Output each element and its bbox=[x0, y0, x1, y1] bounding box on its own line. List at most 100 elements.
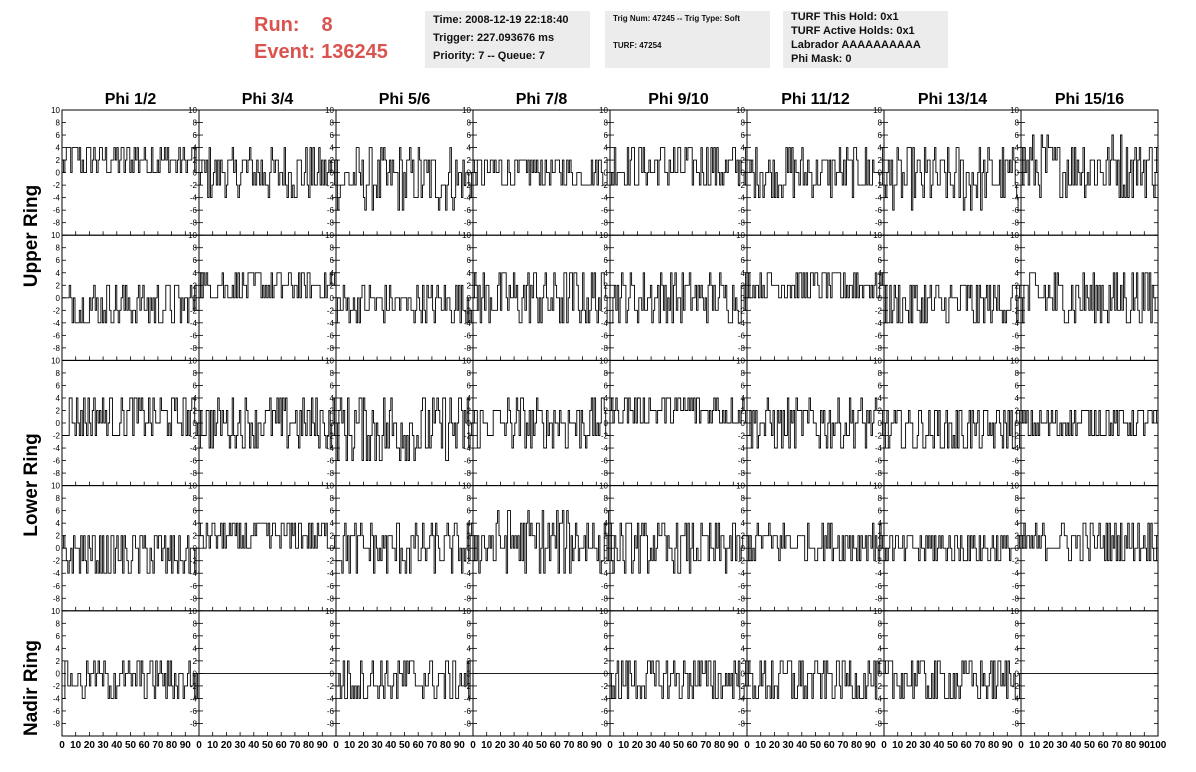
x-tick-label: 30 bbox=[98, 740, 110, 751]
y-tick-label: -6 bbox=[190, 457, 198, 466]
y-tick-label: -2 bbox=[738, 557, 746, 566]
y-tick-label: 4 bbox=[878, 519, 883, 528]
y-tick-label: 8 bbox=[878, 369, 883, 378]
y-tick-label: 10 bbox=[736, 482, 745, 491]
y-tick-label: 10 bbox=[51, 356, 60, 365]
y-tick-label: 0 bbox=[330, 419, 335, 428]
event-value: 136245 bbox=[321, 41, 388, 63]
waveform-trace bbox=[473, 397, 611, 449]
waveform-panel: -8 -6 -4 -2 0 2 4 6 8 10 bbox=[462, 356, 611, 487]
y-tick-label: 4 bbox=[467, 644, 472, 653]
y-tick-label: -4 bbox=[1012, 694, 1020, 703]
y-tick-label: -4 bbox=[327, 569, 335, 578]
waveform-trace bbox=[473, 272, 610, 324]
y-tick-label: -6 bbox=[875, 206, 883, 215]
y-tick-label: 10 bbox=[51, 106, 60, 115]
y-tick-label: -4 bbox=[464, 694, 472, 703]
y-tick-label: 2 bbox=[193, 406, 198, 415]
x-tick-label: 90 bbox=[728, 740, 740, 751]
x-tick-label: 30 bbox=[783, 740, 795, 751]
y-tick-label: -8 bbox=[875, 219, 883, 228]
y-tick-label: -4 bbox=[875, 694, 883, 703]
y-tick-label: -6 bbox=[601, 707, 609, 716]
y-tick-label: -6 bbox=[190, 707, 198, 716]
y-tick-label: 0 bbox=[56, 294, 61, 303]
y-tick-label: 6 bbox=[330, 507, 335, 516]
y-tick-label: -8 bbox=[327, 219, 335, 228]
y-tick-label: 10 bbox=[325, 231, 334, 240]
x-tick-label: 60 bbox=[824, 740, 836, 751]
y-tick-label: 0 bbox=[741, 544, 746, 553]
y-tick-label: 6 bbox=[330, 381, 335, 390]
y-tick-label: -8 bbox=[190, 719, 198, 728]
y-tick-label: -8 bbox=[738, 344, 746, 353]
x-tick-label: 0 bbox=[607, 740, 613, 751]
waveform-panel: -8 -6 -4 -2 0 2 4 6 8 10 bbox=[462, 231, 611, 361]
y-tick-label: -4 bbox=[464, 194, 472, 203]
y-tick-label: 10 bbox=[462, 106, 471, 115]
y-tick-label: 6 bbox=[1015, 256, 1020, 265]
y-tick-label: -4 bbox=[1012, 444, 1020, 453]
y-tick-label: -2 bbox=[190, 432, 198, 441]
y-tick-label: -4 bbox=[738, 319, 746, 328]
y-tick-label: 8 bbox=[330, 119, 335, 128]
x-tick-label: 50 bbox=[1084, 740, 1096, 751]
column-title: Phi 11/12 bbox=[781, 91, 850, 108]
y-tick-label: -2 bbox=[1012, 432, 1020, 441]
x-tick-label: 80 bbox=[714, 740, 726, 751]
y-tick-label: 4 bbox=[604, 394, 609, 403]
y-tick-label: -8 bbox=[601, 469, 609, 478]
y-tick-label: 2 bbox=[878, 281, 883, 290]
y-tick-label: 6 bbox=[1015, 507, 1020, 516]
y-tick-label: -8 bbox=[738, 719, 746, 728]
y-tick-label: -2 bbox=[875, 682, 883, 691]
x-tick-label: 90 bbox=[865, 740, 877, 751]
x-tick-label: 60 bbox=[139, 740, 151, 751]
y-tick-label: 2 bbox=[193, 281, 198, 290]
y-tick-label: 0 bbox=[878, 669, 883, 678]
y-tick-label: -4 bbox=[53, 444, 61, 453]
y-tick-label: -8 bbox=[53, 719, 61, 728]
waveform-panel: -8 -6 -4 -2 0 2 4 6 8 10 bbox=[599, 482, 748, 612]
y-tick-label: 2 bbox=[1015, 406, 1020, 415]
y-tick-label: 10 bbox=[873, 106, 882, 115]
waveform-trace bbox=[473, 159, 611, 186]
y-tick-label: 6 bbox=[741, 381, 746, 390]
y-tick-label: -4 bbox=[327, 194, 335, 203]
y-tick-label: -8 bbox=[464, 719, 472, 728]
y-tick-label: 8 bbox=[878, 119, 883, 128]
y-tick-label: 0 bbox=[604, 669, 609, 678]
y-tick-label: 6 bbox=[878, 131, 883, 140]
x-tick-label: 60 bbox=[1098, 740, 1110, 751]
y-tick-label: 0 bbox=[467, 419, 472, 428]
y-tick-label: 0 bbox=[193, 419, 198, 428]
y-tick-label: -2 bbox=[738, 432, 746, 441]
x-tick-label: 70 bbox=[837, 740, 849, 751]
x-tick-label: 50 bbox=[262, 740, 274, 751]
y-tick-label: 4 bbox=[878, 144, 883, 153]
y-tick-label: -6 bbox=[327, 457, 335, 466]
x-tick-label: 60 bbox=[276, 740, 288, 751]
y-tick-label: -6 bbox=[738, 206, 746, 215]
y-tick-label: 0 bbox=[56, 544, 61, 553]
x-tick-label: 90 bbox=[317, 740, 329, 751]
waveform-trace bbox=[62, 284, 200, 324]
column-title: Phi 1/2 bbox=[105, 91, 157, 108]
waveform-panel: -8 -6 -4 -2 0 2 4 6 8 10 bbox=[1010, 356, 1159, 487]
x-tick-label: 90 bbox=[1139, 740, 1151, 751]
y-tick-label: 6 bbox=[467, 256, 472, 265]
y-tick-label: 6 bbox=[56, 632, 61, 641]
y-tick-label: 0 bbox=[56, 169, 61, 178]
waveform-panel: -8 -6 -4 -2 0 2 4 6 8 10 bbox=[462, 482, 611, 612]
y-tick-label: 10 bbox=[51, 231, 60, 240]
y-tick-label: -4 bbox=[1012, 319, 1020, 328]
y-tick-label: 2 bbox=[878, 156, 883, 165]
y-tick-label: 6 bbox=[741, 507, 746, 516]
y-tick-label: -4 bbox=[53, 319, 61, 328]
y-tick-label: -6 bbox=[1012, 707, 1020, 716]
turf-text: TURF: 47254 bbox=[613, 41, 662, 50]
y-tick-label: 8 bbox=[878, 619, 883, 628]
y-tick-label: -8 bbox=[1012, 594, 1020, 603]
